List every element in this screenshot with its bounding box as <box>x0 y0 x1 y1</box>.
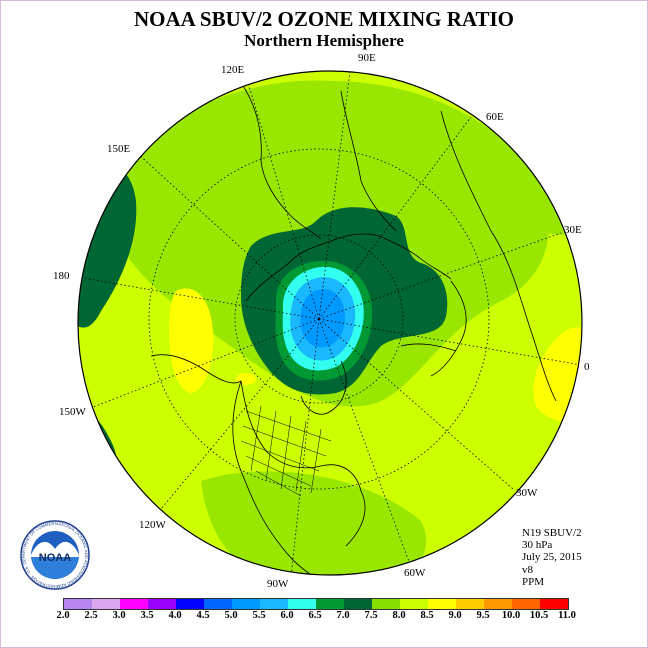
colorbar-swatch <box>400 599 428 609</box>
info-units: PPM <box>522 575 545 588</box>
label-30e: 30E <box>564 224 582 236</box>
colorbar <box>63 598 569 610</box>
meridian-0 <box>318 318 582 366</box>
colorbar-tick-label: 3.0 <box>112 610 126 621</box>
coastlines <box>150 75 557 575</box>
colorbar-swatch <box>540 599 568 609</box>
colorbar-swatch <box>260 599 288 609</box>
label-30w: 30W <box>516 487 538 499</box>
colorbar-tick-label: 10.5 <box>529 610 549 621</box>
colorbar-swatch <box>484 599 512 609</box>
field-band-east <box>477 141 576 235</box>
label-150w: 150W <box>59 406 86 418</box>
latitude-circle-inner <box>234 234 404 404</box>
colorbar-swatch <box>64 599 92 609</box>
colorbar-swatch <box>176 599 204 609</box>
colorbar-tick-label: 2.5 <box>84 610 98 621</box>
scandinavia-coast <box>430 280 467 377</box>
field-yellow-pacific <box>169 288 214 393</box>
label-90w: 90W <box>267 578 289 590</box>
meridian-60w <box>318 318 412 568</box>
iceland-coast <box>400 343 457 352</box>
colorbar-tick-label: 3.5 <box>140 610 154 621</box>
info-instrument: N19 SBUV/2 <box>522 527 582 539</box>
info-block: N19 SBUV/2 30 hPa July 25, 2015 v8 PPM <box>522 527 582 588</box>
colorbar-swatch <box>456 599 484 609</box>
arctic-coast-eurasia <box>245 233 452 302</box>
meridian-30w <box>318 318 514 490</box>
colorbar-swatch <box>204 599 232 609</box>
colorbar-tick-label: 5.0 <box>224 610 238 621</box>
label-60w: 60W <box>404 567 426 579</box>
colorbar-tick-label: 4.0 <box>168 610 182 621</box>
map-boundary-circle <box>77 70 583 576</box>
colorbar-tick-label: 5.5 <box>252 610 266 621</box>
colorbar-swatch <box>512 599 540 609</box>
colorbar-swatch <box>120 599 148 609</box>
central-asia-coast <box>340 90 397 232</box>
graticule <box>78 71 582 575</box>
meridian-30e <box>318 232 562 320</box>
colorbar-tick-label: 4.5 <box>196 610 210 621</box>
greenland-coast <box>300 360 347 415</box>
alaska-coast <box>150 354 242 384</box>
field-yellow-spot <box>236 373 256 385</box>
info-version: v8 <box>522 563 533 576</box>
latitude-circle-mid <box>148 148 490 490</box>
logo-text: NOAA <box>39 552 71 564</box>
label-120w: 120W <box>139 519 166 531</box>
colorbar-swatch <box>232 599 260 609</box>
colorbar-tick-label: 7.0 <box>336 610 350 621</box>
noaa-logo: NOAA NATIONAL OCEANIC AND ATMOSPHERIC AD… <box>19 519 90 590</box>
colorbar-tick-label: 8.0 <box>392 610 406 621</box>
info-date: July 25, 2015 <box>522 551 582 564</box>
colorbar-tick-label: 11.0 <box>558 610 576 621</box>
colorbar-tick-label: 2.0 <box>56 610 70 621</box>
colorbar-tick-label: 6.0 <box>280 610 294 621</box>
meridian-90w <box>290 318 320 575</box>
label-0: 0 <box>584 361 590 373</box>
colorbar-swatch <box>288 599 316 609</box>
north-america-east-coast <box>240 380 366 547</box>
colorbar-tick-label: 6.5 <box>308 610 322 621</box>
colorbar-swatch <box>344 599 372 609</box>
label-60e: 60E <box>486 111 504 123</box>
label-120e: 120E <box>221 64 245 76</box>
colorbar-tick-label: 8.5 <box>420 610 434 621</box>
siberia-coast <box>235 75 322 240</box>
colorbar-tick-label: 9.0 <box>448 610 462 621</box>
colorbar-tick-label: 7.5 <box>364 610 378 621</box>
label-150e: 150E <box>107 143 131 155</box>
state-boundaries <box>240 405 332 497</box>
field-band-south <box>201 471 427 575</box>
colorbar-swatch <box>92 599 120 609</box>
colorbar-swatch <box>148 599 176 609</box>
map-subtitle: Northern Hemisphere <box>244 31 404 50</box>
meridian-90e <box>318 71 352 320</box>
colorbar-swatch <box>372 599 400 609</box>
north-america-west-coast <box>232 380 332 575</box>
meridian-180 <box>78 276 320 320</box>
colorbar-swatch <box>316 599 344 609</box>
ozone-field <box>78 71 582 575</box>
colorbar-tick-label: 9.5 <box>476 610 490 621</box>
label-180: 180 <box>53 270 70 282</box>
europe-africa-coast <box>440 110 557 402</box>
colorbar-swatch <box>428 599 456 609</box>
meridian-150e <box>136 152 320 320</box>
map-title: NOAA SBUV/2 OZONE MIXING RATIO <box>134 7 514 31</box>
colorbar-tick-label: 10.0 <box>501 610 521 621</box>
field-blue-core <box>300 289 345 348</box>
info-level: 30 hPa <box>522 539 553 552</box>
label-90e: 90E <box>358 52 376 64</box>
